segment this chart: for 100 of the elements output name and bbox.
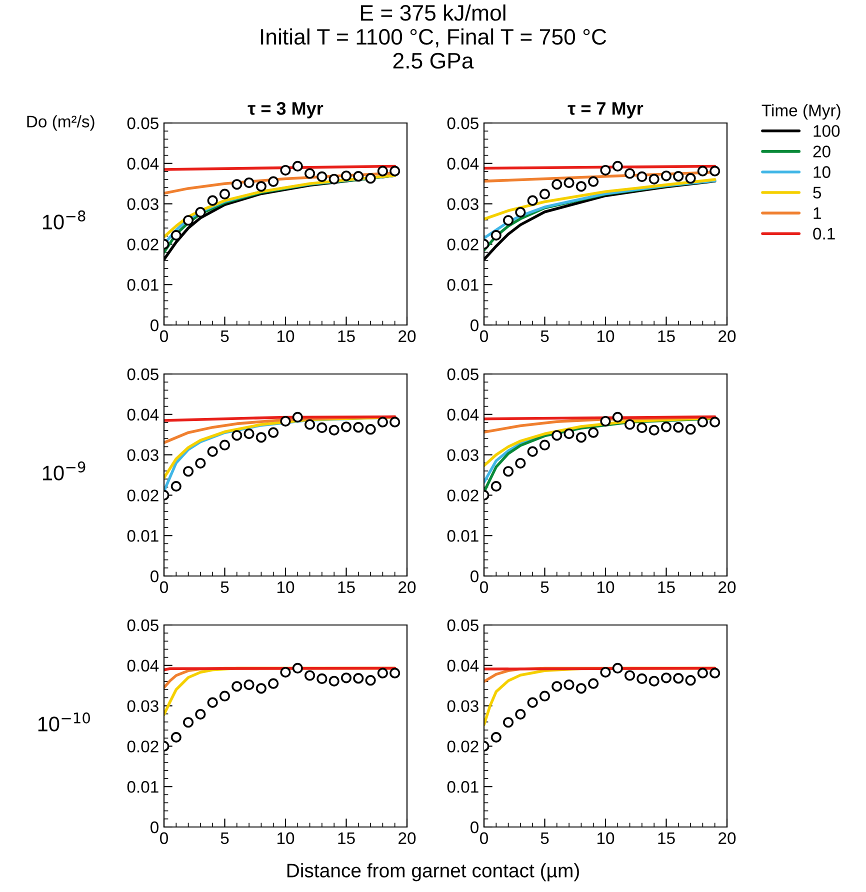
- point: [600, 666, 611, 678]
- point: [564, 428, 574, 440]
- y-tick-label: 0.02: [447, 740, 478, 752]
- y-tick-label: 0.04: [127, 158, 159, 170]
- point: [328, 424, 340, 436]
- y-tick-label: 0.05: [447, 368, 478, 380]
- x-tick-label: 15: [658, 581, 675, 594]
- point: [292, 160, 303, 172]
- legend-label: 100: [814, 125, 840, 137]
- y-tick-label: 0.01: [127, 279, 158, 291]
- point: [673, 171, 684, 182]
- point: [600, 164, 611, 176]
- point: [183, 215, 194, 226]
- point: [365, 173, 376, 184]
- y-tick-label: 0.01: [127, 530, 158, 542]
- point: [624, 670, 636, 681]
- x-tick-label: 15: [338, 330, 355, 342]
- point: [697, 166, 708, 176]
- point: [280, 666, 291, 678]
- point: [377, 668, 388, 678]
- y-tick-label: 0.04: [447, 660, 479, 672]
- y-tick-label: 0.01: [447, 530, 478, 542]
- y-tick-label: 0.03: [447, 700, 478, 712]
- x-tick-label: 0: [480, 832, 488, 844]
- point: [365, 675, 376, 686]
- x-tick-label: 0: [160, 330, 168, 342]
- point: [232, 681, 242, 692]
- point: [515, 708, 526, 720]
- legend-label: 10: [814, 166, 830, 178]
- x-tick-label: 5: [220, 330, 229, 342]
- point: [280, 416, 291, 427]
- point: [710, 166, 720, 176]
- y-tick-label: 0.04: [127, 408, 159, 421]
- y-tick-label: 0: [150, 319, 158, 332]
- text: E = 375 kJ/mol Initial T = 1100 °C, Final T = 750 °C 2.5 GPa: [261, 4, 606, 69]
- point: [527, 697, 538, 708]
- x-tick-label: 10: [278, 581, 294, 594]
- point: [697, 416, 708, 428]
- point: [636, 171, 648, 182]
- point: [268, 678, 279, 689]
- point: [280, 164, 291, 176]
- point: [697, 668, 708, 678]
- point: [660, 672, 672, 684]
- y-axis-title: 10$^{−9}$: [42, 461, 86, 480]
- x-tick-label: 5: [540, 581, 549, 594]
- point: [648, 676, 660, 686]
- x-tick-label: 10: [598, 832, 614, 844]
- y-tick-label: 0.03: [447, 449, 478, 462]
- y-tick-label: 0.05: [127, 117, 158, 130]
- point: [552, 179, 562, 190]
- point: [515, 206, 526, 218]
- point: [207, 195, 218, 206]
- point: [576, 181, 586, 192]
- y-tick-label: 0.03: [447, 198, 478, 210]
- y-tick-label: 0.05: [127, 619, 158, 632]
- point: [552, 681, 562, 692]
- y-tick-label: 0: [470, 821, 478, 834]
- point: [244, 428, 254, 440]
- point: [183, 717, 194, 728]
- y-tick-label: 0.01: [127, 781, 158, 793]
- y-tick-label: 0: [150, 821, 158, 834]
- point: [503, 717, 514, 728]
- x-tick-label: 20: [718, 581, 736, 594]
- point: [195, 458, 206, 469]
- point: [539, 440, 550, 450]
- point: [256, 181, 266, 192]
- legend-label: 1: [814, 207, 821, 219]
- point: [340, 170, 352, 182]
- x-tick-label: 15: [338, 581, 355, 594]
- y-tick-label: 0.04: [447, 158, 479, 170]
- y-tick-label: 0: [150, 570, 158, 582]
- y-tick-label: 0.03: [127, 449, 158, 462]
- x-tick-label: 20: [398, 832, 416, 844]
- legend-title: Time (Myr): [762, 104, 840, 120]
- point: [170, 230, 182, 241]
- x-tick-label: 20: [718, 832, 736, 844]
- x-tick-label: 0: [160, 581, 168, 594]
- point: [636, 673, 648, 684]
- x-tick-label: 10: [278, 832, 294, 844]
- x-tick-label: 15: [658, 832, 675, 844]
- point: [710, 668, 720, 678]
- point: [365, 424, 376, 435]
- x-tick-label: 5: [540, 832, 549, 844]
- point: [377, 416, 388, 428]
- y-tick-label: 0.02: [127, 238, 158, 250]
- y-tick-label: 0.05: [447, 117, 478, 130]
- point: [304, 670, 316, 681]
- point: [340, 422, 352, 432]
- point: [268, 427, 279, 438]
- point: [292, 412, 303, 423]
- point: [685, 173, 696, 184]
- point: [316, 422, 328, 434]
- point: [527, 195, 538, 206]
- point: [490, 732, 502, 743]
- point: [292, 662, 303, 674]
- point: [576, 683, 586, 694]
- point: [316, 171, 328, 182]
- x-tick-label: 0: [480, 330, 488, 342]
- y-tick-label: 0.04: [447, 408, 479, 421]
- point: [539, 690, 550, 702]
